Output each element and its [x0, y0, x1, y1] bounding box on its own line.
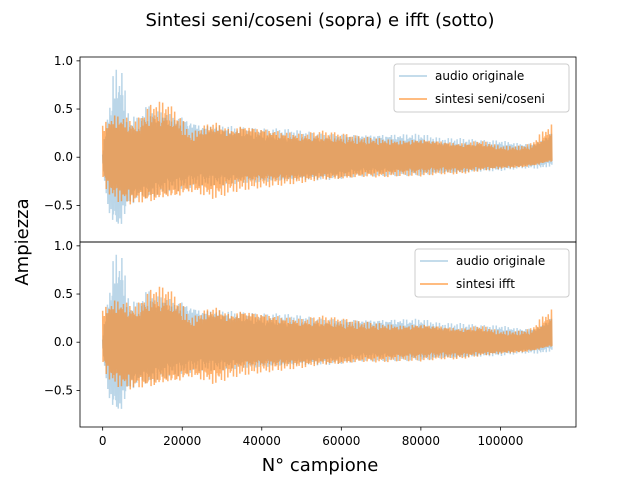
figure-title: Sintesi seni/coseni (sopra) e ifft (sott… [145, 10, 494, 31]
x-axis-label: N° campione [262, 455, 379, 476]
y-tick-label: 0.0 [54, 150, 73, 164]
y-tick-label: 0.5 [54, 102, 73, 116]
y-tick-label: 0.0 [54, 335, 73, 349]
y-tick-label: 1.0 [54, 54, 73, 68]
legend: audio originale sintesi seni/coseni [393, 63, 570, 113]
x-tick-label: 80000 [402, 434, 440, 448]
bottom-subplot: −0.5 0.0 0.5 1.0 0 20000 40000 60000 80000 100000… [44, 239, 577, 448]
x-tick-label: 0 [99, 434, 107, 448]
axes-frame [79, 241, 577, 428]
x-tick-label: 40000 [243, 434, 281, 448]
y-tick-label: 0.5 [54, 287, 73, 301]
legend-box [414, 248, 570, 298]
y-axis-label: Ampiezza [12, 198, 33, 285]
legend-label-synthesis: sintesi seni/coseni [435, 92, 545, 106]
legend-box [393, 63, 570, 113]
series-synthesis-line [101, 101, 553, 205]
series-synthesis-line [101, 286, 553, 390]
y-tick-label: −0.5 [44, 383, 73, 397]
legend-label-original: audio originale [456, 254, 545, 268]
legend: audio originale sintesi ifft [414, 248, 570, 298]
y-tick-label: −0.5 [44, 198, 73, 212]
legend-label-original: audio originale [435, 69, 524, 83]
legend-label-synthesis: sintesi ifft [456, 277, 515, 291]
x-tick-label: 100000 [478, 434, 524, 448]
y-tick-label: 1.0 [54, 239, 73, 253]
x-tick-label: 20000 [163, 434, 201, 448]
top-subplot: −0.5 0.0 0.5 1.0 audio originale sintesi seni… [44, 54, 577, 243]
x-tick-label: 60000 [322, 434, 360, 448]
